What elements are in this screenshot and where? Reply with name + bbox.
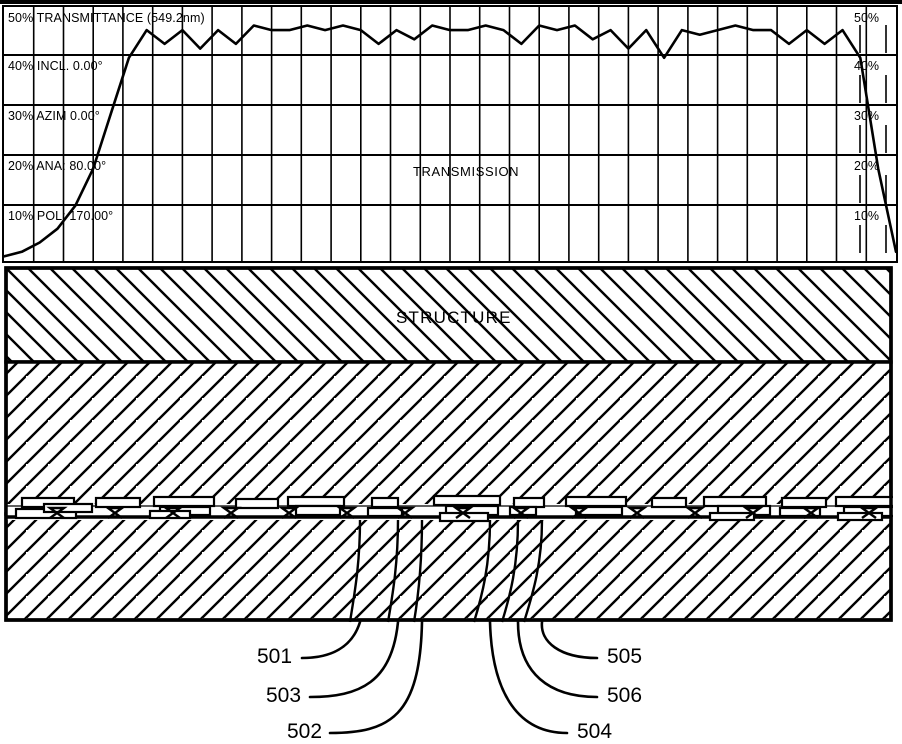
chart-plot-area	[2, 5, 898, 263]
leader-501	[302, 622, 360, 658]
callout-label-502: 502	[287, 720, 322, 744]
callout-label-501: 501	[257, 645, 292, 669]
grating-bar	[566, 497, 626, 506]
grating-bar	[288, 497, 344, 506]
grating-bar	[236, 499, 278, 508]
top-frame-rule	[0, 0, 902, 4]
chart-left-label-20: 20% ANA: 80.00°	[8, 159, 106, 173]
grating-bar	[782, 498, 826, 507]
chart-left-label-40: 40% INCL. 0.00°	[8, 59, 103, 73]
chart-right-label-50: 50%	[854, 11, 879, 25]
grating-bar	[514, 498, 544, 507]
callout-label-503: 503	[266, 684, 301, 708]
chart-left-label-30: 30% AZIM 0.00°	[8, 109, 100, 123]
leader-506	[518, 622, 597, 697]
grating-bar	[154, 497, 214, 506]
callout-label-504: 504	[577, 720, 612, 744]
leader-505	[542, 622, 597, 658]
chart-left-label-50: 50% TRANSMITTANCE (549.2nm)	[8, 11, 205, 25]
chart-right-label-20: 20%	[854, 159, 879, 173]
callout-block: 501 503 502 505 506 504	[0, 620, 902, 742]
grating-bar	[296, 506, 340, 515]
leader-504	[490, 622, 567, 733]
transmittance-chart: 50% TRANSMITTANCE (549.2nm) 40% INCL. 0.…	[2, 5, 898, 263]
structure-label: STRUCTURE	[396, 308, 512, 328]
callout-label-505: 505	[607, 645, 642, 669]
figure-root: 50% TRANSMITTANCE (549.2nm) 40% INCL. 0.…	[0, 0, 902, 742]
chart-vertical-gridlines	[34, 7, 867, 261]
structure-diagram: STRUCTURE	[4, 266, 893, 624]
structure-middle-band	[6, 362, 891, 514]
callout-leader-svg	[0, 620, 902, 742]
structure-bottom-band	[6, 514, 891, 620]
chart-right-label-30: 30%	[854, 109, 879, 123]
chart-center-annotation: TRANSMISSION	[413, 164, 519, 179]
callout-label-506: 506	[607, 684, 642, 708]
grating-bar	[368, 508, 402, 516]
grating-bar	[652, 498, 686, 507]
grating-bar	[704, 497, 766, 506]
chart-right-label-10: 10%	[854, 209, 879, 223]
grating-bar	[372, 498, 398, 507]
chart-right-label-40: 40%	[854, 59, 879, 73]
grating-bar	[434, 496, 500, 505]
grating-bar	[96, 498, 140, 507]
grating-bar	[836, 497, 893, 506]
chart-left-label-10: 10% POL: 170.00°	[8, 209, 113, 223]
